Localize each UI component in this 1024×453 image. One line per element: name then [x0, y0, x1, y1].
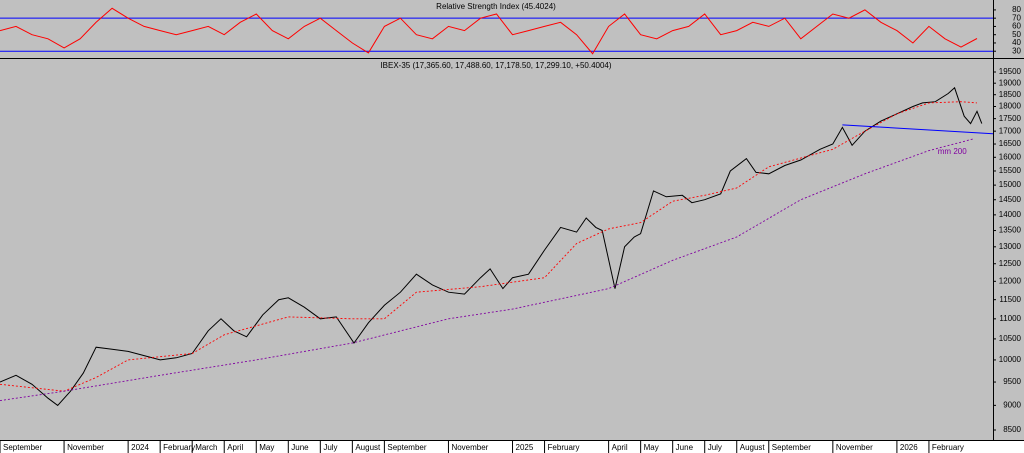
x-tick-label: September: [3, 443, 42, 452]
y-tick-label: 14500: [999, 195, 1022, 204]
x-tick-label: July: [323, 443, 337, 452]
rsi-title: Relative Strength Index (45.4024): [436, 2, 556, 11]
x-tick-label: September: [387, 443, 426, 452]
series-line: [0, 138, 974, 402]
x-tick-label: March: [195, 443, 217, 452]
x-tick-label: September: [772, 443, 811, 452]
x-tick-label: 2025: [516, 443, 534, 452]
x-tick-label: 2024: [131, 443, 149, 452]
y-tick-label: 16000: [999, 152, 1022, 161]
x-tick-label: August: [740, 443, 766, 452]
series-line: [842, 124, 994, 135]
x-tick-label: April: [227, 443, 243, 452]
x-tick-label: November: [67, 443, 104, 452]
series-line: [0, 7, 978, 55]
y-tick-label: 13500: [999, 226, 1022, 235]
y-tick-label: 18000: [999, 102, 1022, 111]
y-tick-label: 15500: [999, 166, 1022, 175]
y-tick-label: 30: [1012, 46, 1021, 55]
y-tick-label: 16500: [999, 139, 1022, 148]
y-tick-label: 70: [1012, 13, 1021, 22]
x-tick-label: April: [612, 443, 628, 452]
y-tick-label: 50: [1012, 30, 1021, 39]
y-tick-label: 19500: [999, 67, 1022, 76]
x-tick-label: February: [548, 443, 580, 452]
y-tick-label: 11500: [999, 295, 1021, 304]
y-tick-label: 12500: [999, 259, 1022, 268]
y-tick-label: 60: [1012, 22, 1021, 31]
x-tick-label: June: [291, 443, 309, 452]
y-tick-label: 80: [1012, 5, 1021, 14]
price-title: IBEX-35 (17,365.60, 17,488.60, 17,178.50…: [380, 61, 611, 70]
y-tick-label: 9000: [1003, 400, 1021, 409]
y-tick-label: 15000: [999, 180, 1022, 189]
y-tick-label: 12000: [999, 276, 1022, 285]
y-tick-label: 8500: [1003, 425, 1021, 434]
series-label: mm 200: [938, 147, 967, 156]
series-line: [0, 101, 978, 392]
y-tick-label: 10500: [999, 334, 1022, 343]
x-tick-label: February: [163, 443, 195, 452]
y-tick-label: 19000: [999, 78, 1022, 87]
y-tick-label: 10000: [999, 355, 1022, 364]
series-line: [0, 86, 983, 407]
y-tick-label: 40: [1012, 38, 1021, 47]
y-tick-label: 14000: [999, 210, 1022, 219]
y-tick-label: 17000: [999, 126, 1022, 135]
x-tick-label: June: [676, 443, 694, 452]
x-tick-label: November: [451, 443, 488, 452]
y-tick-label: 9500: [1003, 377, 1021, 386]
x-tick-label: May: [259, 443, 274, 452]
y-tick-label: 18500: [999, 90, 1022, 99]
y-tick-label: 13000: [999, 242, 1022, 251]
y-tick-label: 11000: [999, 314, 1021, 323]
y-tick-label: 17500: [999, 114, 1022, 123]
x-tick-label: November: [836, 443, 873, 452]
x-tick-label: July: [708, 443, 722, 452]
x-tick-label: February: [932, 443, 964, 452]
x-tick-label: 2026: [900, 443, 918, 452]
x-tick-label: May: [644, 443, 659, 452]
x-tick-label: August: [355, 443, 381, 452]
